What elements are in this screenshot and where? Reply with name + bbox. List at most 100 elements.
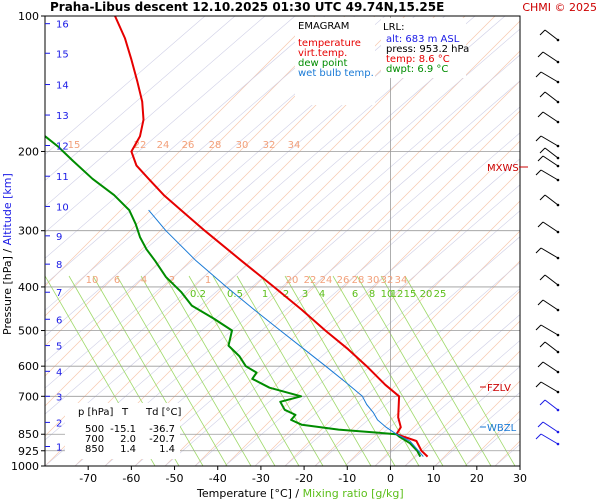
altitude-tick-label: 6 <box>56 315 62 326</box>
isotherm-label: 28 <box>209 140 222 151</box>
table-cell: 1.4 <box>120 444 136 455</box>
adiabat-line <box>585 16 600 466</box>
table-cell: -20.7 <box>149 434 175 445</box>
isotherm-line <box>45 16 316 287</box>
wind-barb-flag <box>537 111 544 118</box>
wind-barb-dot <box>556 60 560 64</box>
adiabat-line <box>314 288 520 466</box>
y-tick-label: 200 <box>18 145 39 158</box>
altitude-tick-label: 13 <box>56 111 69 122</box>
wind-barb-flag <box>537 155 544 162</box>
wind-barb-flag <box>535 135 542 142</box>
wind-barb <box>540 381 559 393</box>
adiabat-line <box>284 262 520 466</box>
wind-barb <box>544 194 559 206</box>
isotherm-line <box>104 50 520 466</box>
wind-barb <box>544 399 559 411</box>
wind-barb <box>540 324 559 336</box>
y-tick-label: 500 <box>18 325 39 338</box>
adiabat-line <box>134 132 520 466</box>
mixing-ratio-label: 20 <box>420 289 433 300</box>
level-markers: MXWS FZLV WBZL <box>480 163 528 434</box>
wind-barb-dot <box>556 408 560 412</box>
adiabat-line <box>45 28 520 441</box>
table-cell: 500 <box>85 424 104 435</box>
wind-barb-flag <box>539 341 546 348</box>
isotherm-line <box>45 16 346 317</box>
legend-virt-temp: virt.temp. <box>298 48 347 59</box>
y-tick-label: 925 <box>18 445 39 458</box>
wind-barb <box>542 361 559 373</box>
x-axis-label-temp: Temperature [°C] / <box>196 487 299 500</box>
altitude-tick-label: 16 <box>56 20 69 31</box>
lrl-press: press: 953.2 hPa <box>386 44 469 55</box>
isotherm-label: 34 <box>395 275 408 286</box>
wind-barb-dot <box>556 100 560 104</box>
wind-barb <box>540 71 559 83</box>
wind-barb-dot <box>556 370 560 374</box>
altitude-tick-label: 3 <box>56 392 62 403</box>
wind-barb-flag <box>535 433 542 440</box>
isotherm-label: 30 <box>367 275 380 286</box>
isotherm-line <box>224 170 520 466</box>
isotherm-line <box>525 16 600 466</box>
wind-barb-flag <box>539 194 546 201</box>
isotherm-label: 30 <box>236 140 249 151</box>
adiabat-line <box>45 16 506 415</box>
wind-barb-dot <box>556 256 560 260</box>
adiabat-line <box>344 314 520 466</box>
wind-barb-dot <box>556 203 560 207</box>
wind-barbs <box>535 29 560 446</box>
plot-frame <box>44 15 521 467</box>
adiabat-line <box>45 16 356 285</box>
altitude-tick-label: 5 <box>56 342 62 353</box>
mixing-ratio-label: 15 <box>404 289 417 300</box>
isotherm-label: 22 <box>304 275 317 286</box>
isotherm-line <box>45 16 466 437</box>
y-tick-label: 300 <box>18 225 39 238</box>
adiabat-line <box>45 16 476 389</box>
wind-barb <box>540 135 559 147</box>
mixing-ratio-label: 12 <box>391 289 404 300</box>
wind-barb-dot <box>556 430 560 434</box>
table-cell: 700 <box>85 434 104 445</box>
wind-barb <box>542 299 559 311</box>
wind-barb-flag <box>535 169 542 176</box>
series-lines <box>45 16 429 458</box>
wind-barb-dot <box>556 164 560 168</box>
wind-barb-dot <box>556 120 560 124</box>
wind-barb-flag <box>535 324 542 331</box>
altitude-tick-label: 9 <box>56 232 62 243</box>
altitude-tick-label: 4 <box>56 367 62 378</box>
mixing-ratio-label: 6 <box>352 289 358 300</box>
wind-barb <box>544 274 559 286</box>
table-header-p: p [hPa] <box>78 407 113 418</box>
x-tick-label: -40 <box>209 472 227 485</box>
wind-barb-flag <box>535 247 542 254</box>
adiabat-line <box>45 16 326 259</box>
wind-barb-flag <box>539 91 546 98</box>
legend-dew-point: dew point <box>298 58 347 69</box>
adiabat-line <box>45 16 296 233</box>
altitude-tick-label: 8 <box>56 260 62 271</box>
isotherm-line <box>254 200 520 466</box>
adiabat-line <box>45 16 266 207</box>
wind-barb-flag <box>535 71 542 78</box>
wind-barb-flag <box>539 147 546 154</box>
lrl-dwpt: dwpt: 6.9 °C <box>386 64 448 75</box>
y-axis-label-altitude: Altitude [km] <box>1 173 14 245</box>
wind-barb-dot <box>556 283 560 287</box>
legend: EMAGRAM temperature virt.temp. dew point… <box>295 17 375 105</box>
isotherm-label: 26 <box>182 140 195 151</box>
wind-barb-dot <box>556 178 560 182</box>
wind-barb-dot <box>556 390 560 394</box>
table-cell: 2.0 <box>120 434 136 445</box>
x-tick-label: -50 <box>166 472 184 485</box>
isotherm-line <box>555 16 600 466</box>
wind-barb-flag <box>537 221 544 228</box>
isotherm-label: 24 <box>157 140 170 151</box>
x-tick-label: 30 <box>513 472 527 485</box>
wbzl-label: WBZL <box>487 423 517 434</box>
x-axis-label: Temperature [°C] / Mixing ratio [g/kg] <box>196 487 404 500</box>
